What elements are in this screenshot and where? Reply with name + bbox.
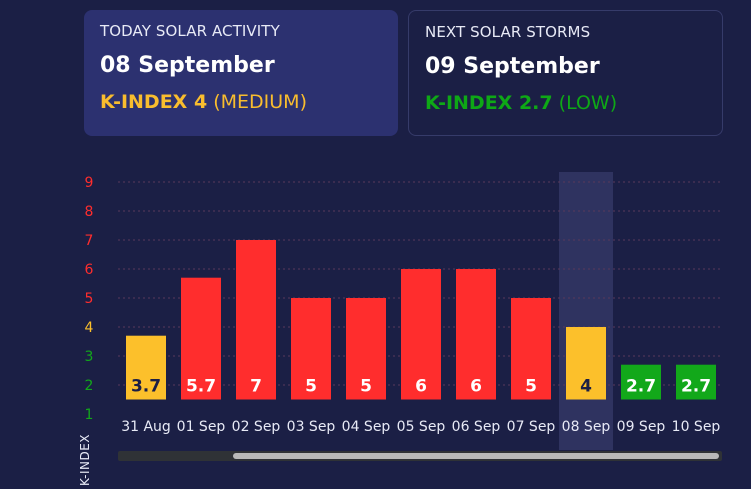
kindex-chart: 1 2 3 4 5 6 7 8 9 3.7 31 Aug 5.7 01 Sep 7 02 Sep 5 03 Se…	[0, 160, 751, 489]
bar-value-label: 6	[470, 377, 482, 397]
bar	[236, 240, 276, 400]
bar	[181, 277, 221, 400]
kindex-chart-svg: 1 2 3 4 5 6 7 8 9 3.7 31 Aug 5.7 01 Sep 7 02 Sep 5 03 Se…	[85, 172, 722, 450]
bar-value-label: 3.7	[131, 377, 161, 397]
y-tick-label: 9	[85, 175, 94, 191]
today-kindex-value: K-INDEX 4	[100, 91, 208, 113]
bar	[291, 298, 331, 400]
bar-value-label: 5	[525, 377, 537, 397]
y-tick-label: 4	[85, 320, 94, 336]
next-storms-card: NEXT SOLAR STORMS 09 September K-INDEX 2…	[408, 10, 723, 136]
bar-value-label: 4	[580, 377, 592, 397]
bar-value-label: 5	[360, 377, 372, 397]
y-tick-label: 7	[85, 233, 94, 249]
x-tick-label: 03 Sep	[287, 419, 336, 435]
y-tick-label: 2	[85, 378, 94, 394]
next-card-date: 09 September	[425, 54, 600, 79]
x-tick-label: 01 Sep	[177, 419, 226, 435]
today-card-kindex-row: K-INDEX 4 (MEDIUM)	[100, 91, 382, 113]
x-tick-label: 02 Sep	[232, 419, 281, 435]
bar-value-label: 7	[250, 377, 262, 397]
x-tick-label: 08 Sep	[562, 419, 611, 435]
y-tick-label: 8	[85, 204, 94, 220]
y-tick-label: 1	[85, 407, 94, 423]
y-axis-label: K-INDEX	[78, 434, 92, 486]
bar	[566, 327, 606, 400]
bar	[401, 269, 441, 400]
x-tick-label: 04 Sep	[342, 419, 391, 435]
x-tick-label: 09 Sep	[617, 419, 666, 435]
today-activity-card: TODAY SOLAR ACTIVITY 08 September K-INDE…	[84, 10, 398, 136]
y-tick-label: 5	[85, 291, 94, 307]
bar-value-label: 5.7	[186, 377, 216, 397]
bar	[346, 298, 386, 400]
x-tick-label: 05 Sep	[397, 419, 446, 435]
x-tick-label: 06 Sep	[452, 419, 501, 435]
bar	[676, 364, 716, 400]
bar	[126, 335, 166, 400]
today-kindex-level: (MEDIUM)	[213, 91, 307, 113]
bar-value-label: 5	[305, 377, 317, 397]
bar-value-label: 2.7	[681, 377, 711, 397]
x-tick-label: 10 Sep	[672, 419, 721, 435]
next-kindex-value: K-INDEX 2.7	[425, 92, 553, 114]
bar	[511, 298, 551, 400]
next-card-kindex-row: K-INDEX 2.7 (LOW)	[425, 92, 706, 114]
highlight-column	[559, 172, 613, 450]
y-tick-label: 6	[85, 262, 94, 278]
x-tick-label: 31 Aug	[121, 419, 171, 435]
bar	[456, 269, 496, 400]
bar	[621, 364, 661, 400]
today-card-label: TODAY SOLAR ACTIVITY	[100, 22, 280, 40]
bar-value-label: 2.7	[626, 377, 656, 397]
y-tick-label: 3	[85, 349, 94, 365]
next-kindex-level: (LOW)	[558, 92, 618, 114]
next-card-label: NEXT SOLAR STORMS	[425, 23, 591, 41]
x-tick-label: 07 Sep	[507, 419, 556, 435]
today-card-date: 08 September	[100, 53, 275, 78]
bar-value-label: 6	[415, 377, 427, 397]
chart-scrollbar-thumb[interactable]	[233, 453, 719, 459]
